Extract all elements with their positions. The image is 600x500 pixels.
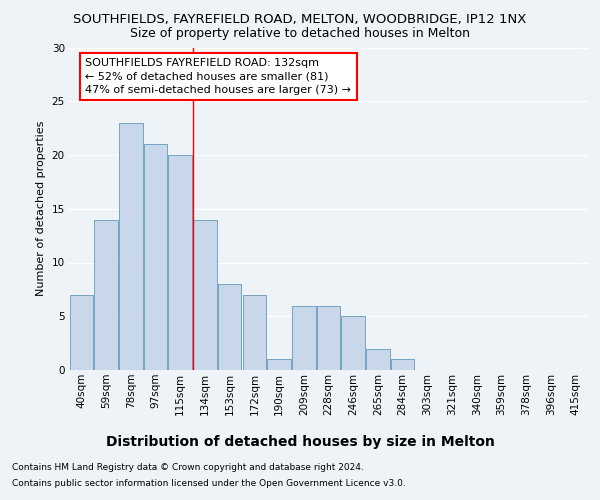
Bar bbox=[242, 294, 266, 370]
Bar bbox=[366, 348, 389, 370]
Text: SOUTHFIELDS, FAYREFIELD ROAD, MELTON, WOODBRIDGE, IP12 1NX: SOUTHFIELDS, FAYREFIELD ROAD, MELTON, WO… bbox=[73, 12, 527, 26]
Y-axis label: Number of detached properties: Number of detached properties bbox=[36, 121, 46, 296]
Bar bbox=[144, 144, 167, 370]
Text: Distribution of detached houses by size in Melton: Distribution of detached houses by size … bbox=[106, 435, 494, 449]
Bar bbox=[391, 359, 415, 370]
Bar bbox=[193, 220, 217, 370]
Bar bbox=[292, 306, 316, 370]
Bar bbox=[341, 316, 365, 370]
Bar bbox=[94, 220, 118, 370]
Text: Size of property relative to detached houses in Melton: Size of property relative to detached ho… bbox=[130, 28, 470, 40]
Bar bbox=[317, 306, 340, 370]
Text: SOUTHFIELDS FAYREFIELD ROAD: 132sqm
← 52% of detached houses are smaller (81)
47: SOUTHFIELDS FAYREFIELD ROAD: 132sqm ← 52… bbox=[85, 58, 351, 94]
Bar bbox=[218, 284, 241, 370]
Bar bbox=[70, 294, 93, 370]
Bar bbox=[268, 359, 291, 370]
Bar bbox=[119, 122, 143, 370]
Bar bbox=[169, 155, 192, 370]
Text: Contains public sector information licensed under the Open Government Licence v3: Contains public sector information licen… bbox=[12, 478, 406, 488]
Text: Contains HM Land Registry data © Crown copyright and database right 2024.: Contains HM Land Registry data © Crown c… bbox=[12, 464, 364, 472]
